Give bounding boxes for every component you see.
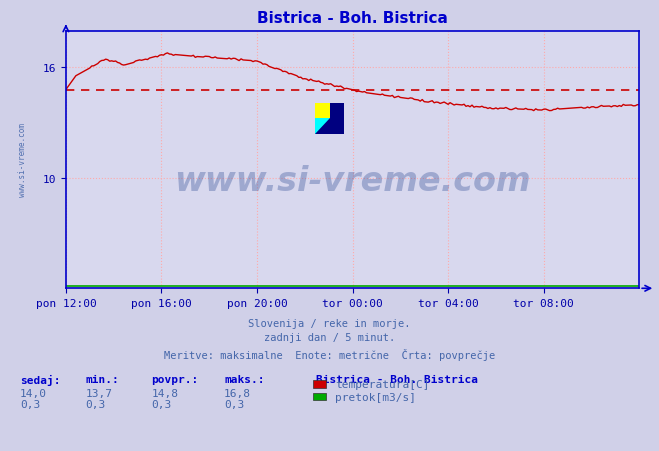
Text: 13,7: 13,7 bbox=[86, 388, 113, 398]
Text: 0,3: 0,3 bbox=[152, 399, 172, 409]
Text: 14,0: 14,0 bbox=[20, 388, 47, 398]
Text: pretok[m3/s]: pretok[m3/s] bbox=[335, 392, 416, 402]
Text: maks.:: maks.: bbox=[224, 374, 264, 384]
Text: 0,3: 0,3 bbox=[86, 399, 106, 409]
Text: sedaj:: sedaj: bbox=[20, 374, 60, 385]
Title: Bistrica - Boh. Bistrica: Bistrica - Boh. Bistrica bbox=[257, 11, 448, 26]
Text: 14,8: 14,8 bbox=[152, 388, 179, 398]
Text: 0,3: 0,3 bbox=[224, 399, 244, 409]
Bar bbox=[315, 119, 330, 134]
Text: www.si-vreme.com: www.si-vreme.com bbox=[174, 164, 531, 197]
Bar bbox=[315, 104, 344, 134]
Text: povpr.:: povpr.: bbox=[152, 374, 199, 384]
Text: Bistrica - Boh. Bistrica: Bistrica - Boh. Bistrica bbox=[316, 374, 478, 384]
Text: 16,8: 16,8 bbox=[224, 388, 251, 398]
Text: min.:: min.: bbox=[86, 374, 119, 384]
Text: 0,3: 0,3 bbox=[20, 399, 40, 409]
Text: temperatura[C]: temperatura[C] bbox=[335, 379, 429, 389]
Bar bbox=[330, 104, 344, 134]
Polygon shape bbox=[315, 119, 330, 134]
Text: Slovenija / reke in morje.
zadnji dan / 5 minut.
Meritve: maksimalne  Enote: met: Slovenija / reke in morje. zadnji dan / … bbox=[164, 318, 495, 361]
Text: www.si-vreme.com: www.si-vreme.com bbox=[18, 123, 28, 197]
